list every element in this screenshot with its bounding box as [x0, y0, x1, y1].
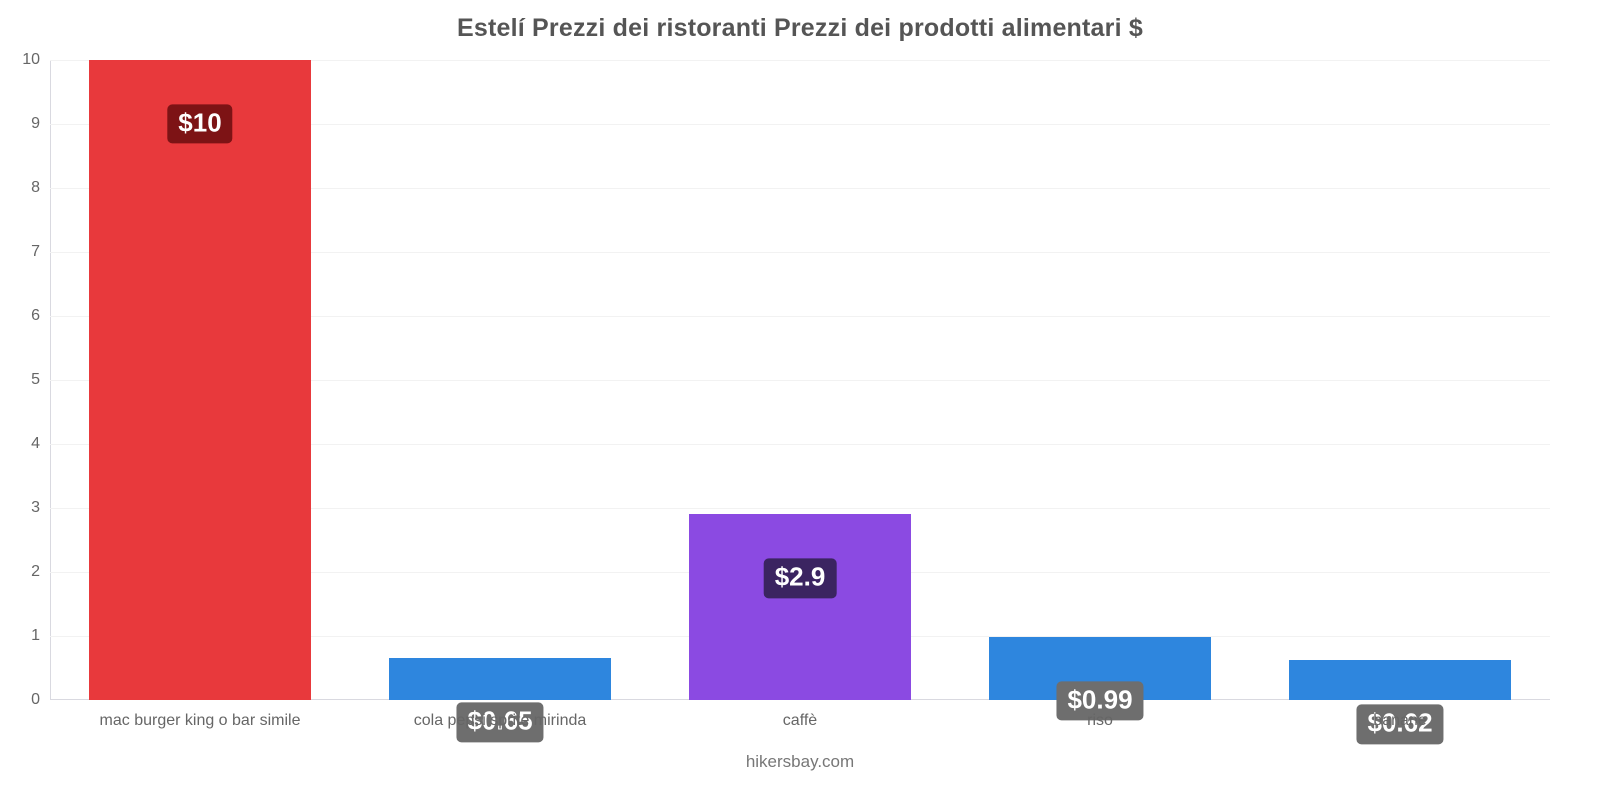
gridline	[50, 60, 1550, 61]
x-axis-category-label: cola pepsi sprite mirinda	[413, 712, 587, 729]
gridline	[50, 316, 1550, 317]
chart-title: Estelí Prezzi dei ristoranti Prezzi dei …	[457, 14, 1143, 42]
bar[interactable]	[89, 60, 311, 700]
y-axis-tick-label: 7	[31, 243, 40, 260]
bar-value-label: $0.99	[1056, 680, 1144, 721]
x-axis-category-label: mac burger king o bar simile	[99, 712, 301, 729]
gridline	[50, 380, 1550, 381]
gridline	[50, 252, 1550, 253]
bar-value-label: $0.62	[1356, 704, 1444, 744]
y-axis-tick-label: 10	[22, 51, 40, 68]
y-axis-tick-label: 0	[31, 691, 40, 708]
y-axis-tick-label: 6	[31, 307, 40, 324]
y-axis-tick-label: 4	[31, 435, 40, 452]
x-axis-category-label: riso	[1087, 712, 1113, 729]
x-axis-category-label: banane	[1373, 712, 1427, 729]
y-axis-tick-label: 9	[31, 115, 40, 132]
bar-value-label: $10	[167, 104, 233, 144]
bar-value-label: $2.9	[763, 558, 837, 599]
y-axis-tick-label: 5	[31, 371, 40, 388]
plot-area: $10 $0.65 $2.9 $0.99 $0.62	[50, 60, 1550, 744]
footer-source: hikersbay.com	[745, 752, 855, 771]
bar[interactable]	[689, 514, 911, 700]
gridline	[50, 508, 1550, 509]
gridline	[50, 188, 1550, 189]
y-axis-tick-label: 3	[31, 499, 40, 516]
gridline	[50, 444, 1550, 445]
y-axis-tick-label: 8	[31, 179, 40, 196]
y-axis-tick-labels: 0 1 2 3 4 5 6 7 8 9 10	[0, 51, 1600, 708]
bar-value-label: $0.65	[456, 702, 544, 743]
bar[interactable]	[389, 658, 611, 700]
x-axis-category-labels: mac burger king o bar simile cola pepsi s…	[50, 712, 1550, 738]
y-axis-tick-label: 1	[31, 627, 40, 644]
y-axis-tick-label: 2	[31, 563, 40, 580]
gridline	[50, 124, 1550, 125]
bar[interactable]	[1289, 660, 1511, 700]
x-axis-category-label: caffè	[782, 712, 818, 729]
